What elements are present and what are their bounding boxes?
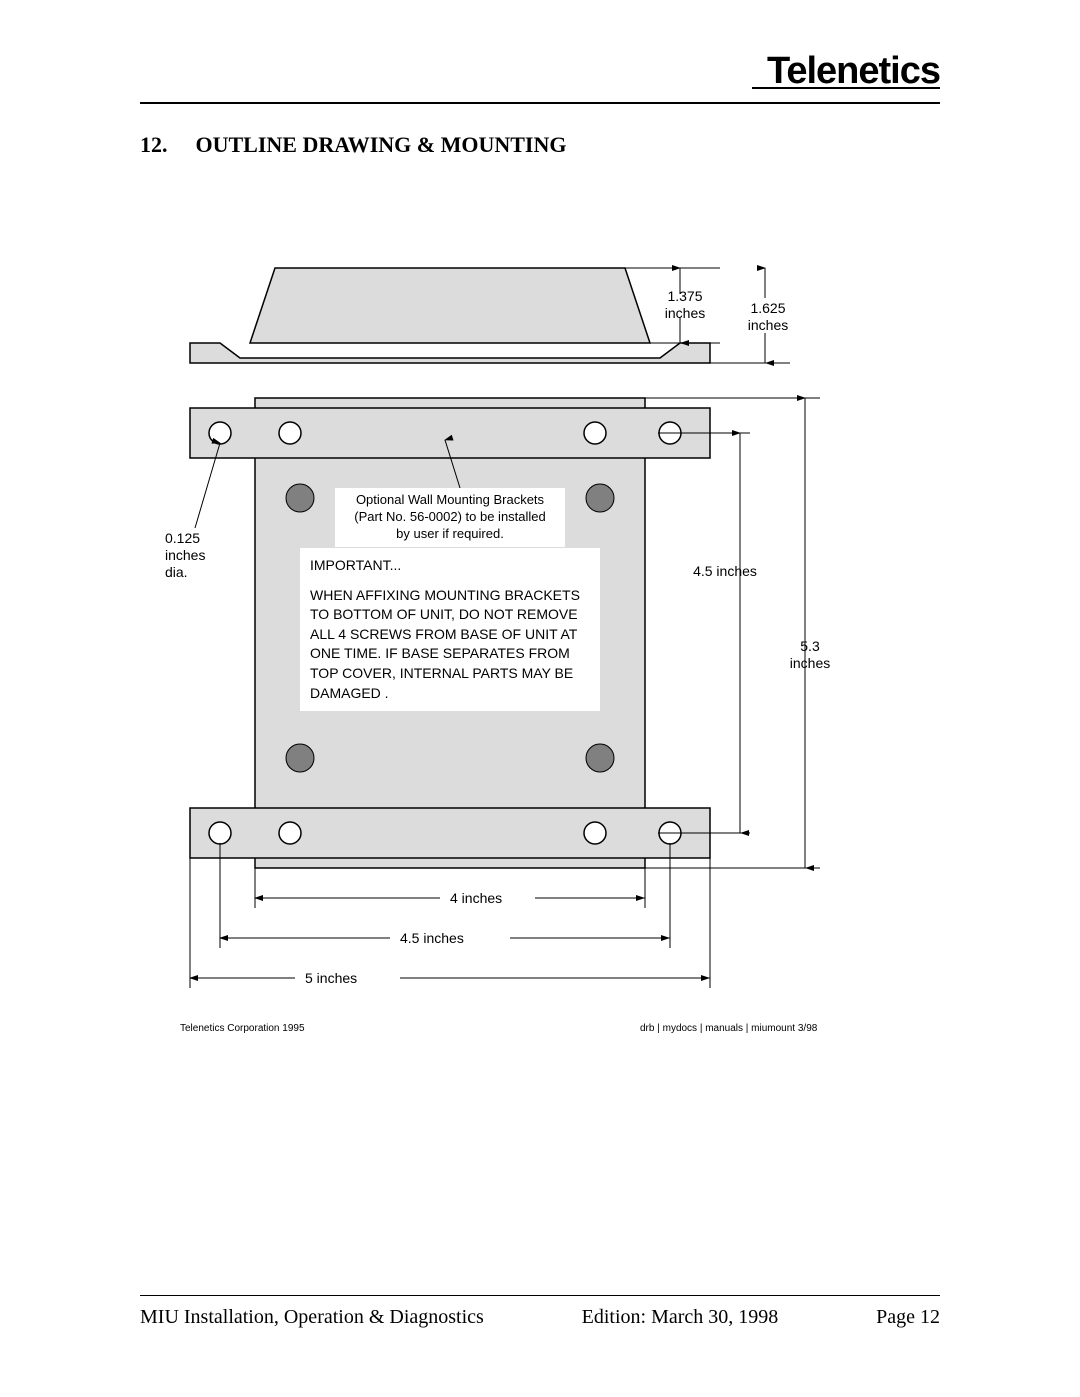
footer-edition: Edition: March 30, 1998 [582,1306,779,1329]
dim-top-inner: 1.375 inches [655,288,715,322]
brand-logo: Telenetics [140,50,940,90]
brand-logo-text: Telenetics [767,50,940,92]
dim-bottom-mid: 4.5 inches [400,930,464,947]
section-heading: 12. OUTLINE DRAWING & MOUNTING [140,132,940,158]
dim-right-outer: 5.3 inches [780,638,840,672]
dim-hole-dia: 0.125 inches dia. [165,530,225,580]
outline-drawing: 1.375 inches 1.625 inches 4.5 inches 5.3… [180,248,880,1048]
warning-box: IMPORTANT... WHEN AFFIXING MOUNTING BRAC… [300,548,600,711]
footer-divider [140,1295,940,1296]
bracket-callout: Optional Wall Mounting Brackets (Part No… [335,488,565,547]
page-footer: MIU Installation, Operation & Diagnostic… [140,1295,940,1329]
dim-right-inner: 4.5 inches [685,563,765,580]
footer-doc-title: MIU Installation, Operation & Diagnostic… [140,1306,484,1329]
dim-bottom-inner: 4 inches [450,890,502,907]
warning-body: WHEN AFFIXING MOUNTING BRACKETS TO BOTTO… [310,586,590,704]
section-title: OUTLINE DRAWING & MOUNTING [196,132,567,157]
drawing-footer-left: Telenetics Corporation 1995 [180,1023,305,1034]
warning-title: IMPORTANT... [310,556,590,576]
header-divider [140,102,940,104]
section-number: 12. [140,132,190,158]
dim-bottom-outer: 5 inches [305,970,357,987]
dim-top-outer: 1.625 inches [738,300,798,334]
footer-page: Page 12 [876,1306,940,1329]
drawing-footer-right: drb | mydocs | manuals | miumount 3/98 [640,1023,817,1034]
